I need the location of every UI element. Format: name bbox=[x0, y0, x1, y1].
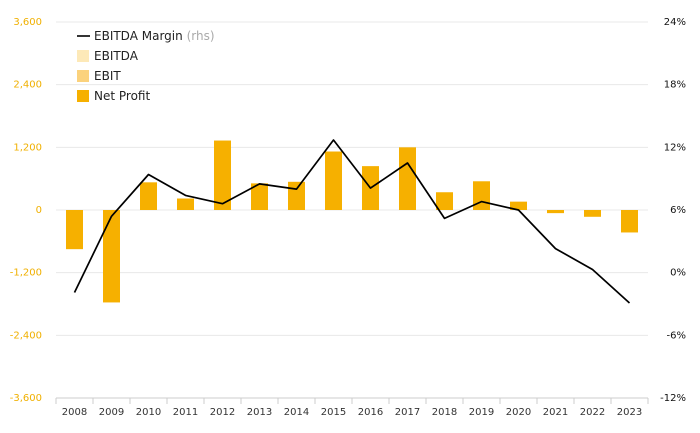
net-profit-bar[interactable] bbox=[510, 201, 527, 210]
right-axis: 24% 18% 12% 6% 0% -6% -12% bbox=[660, 17, 686, 404]
x-tick-label: 2011 bbox=[173, 407, 198, 418]
x-tick-label: 2020 bbox=[506, 407, 531, 418]
net-profit-bar[interactable] bbox=[66, 210, 83, 250]
x-tick-label: 2009 bbox=[99, 407, 124, 418]
right-tick-label: 12% bbox=[664, 142, 686, 153]
right-tick-label: 6% bbox=[670, 205, 686, 216]
left-tick-label: -2,400 bbox=[10, 330, 42, 341]
x-tick-label: 2012 bbox=[210, 407, 235, 418]
right-tick-label: -6% bbox=[667, 330, 686, 341]
net-profit-bar[interactable] bbox=[399, 147, 416, 210]
legend-item-ebitda-margin[interactable]: EBITDA Margin (rhs) bbox=[77, 29, 215, 43]
left-tick-label: 3,600 bbox=[13, 17, 42, 28]
legend: EBITDA Margin (rhs) EBITDA EBIT Net Prof… bbox=[77, 29, 215, 103]
x-tick-label: 2016 bbox=[358, 407, 383, 418]
x-tick-label: 2023 bbox=[617, 407, 642, 418]
net-profit-bar[interactable] bbox=[140, 182, 157, 210]
legend-item-ebitda[interactable]: EBITDA bbox=[77, 49, 139, 63]
x-tick-label: 2010 bbox=[136, 407, 161, 418]
left-tick-label: 2,400 bbox=[13, 80, 42, 91]
net-profit-bar[interactable] bbox=[621, 210, 638, 233]
net-profit-bars bbox=[66, 140, 638, 303]
legend-label-ebitda-margin: EBITDA Margin (rhs) bbox=[94, 29, 215, 43]
net-profit-bar[interactable] bbox=[251, 183, 268, 210]
net-profit-bar[interactable] bbox=[325, 151, 342, 210]
x-tick-label: 2022 bbox=[580, 407, 605, 418]
x-tick-label: 2015 bbox=[321, 407, 346, 418]
x-tick-label: 2008 bbox=[62, 407, 87, 418]
x-tick-label: 2021 bbox=[543, 407, 568, 418]
right-tick-label: 18% bbox=[664, 80, 686, 91]
net-profit-bar[interactable] bbox=[103, 210, 120, 303]
left-tick-label: 0 bbox=[36, 205, 42, 216]
legend-label-ebit: EBIT bbox=[94, 69, 121, 83]
net-profit-bar[interactable] bbox=[436, 192, 453, 210]
x-tick-label: 2017 bbox=[395, 407, 420, 418]
x-tick-label: 2013 bbox=[247, 407, 272, 418]
ebitda-margin-line-group bbox=[73, 139, 631, 304]
legend-label-net-profit: Net Profit bbox=[94, 89, 150, 103]
net-profit-bar[interactable] bbox=[547, 210, 564, 214]
left-tick-label: -3,600 bbox=[10, 393, 42, 404]
x-tick-label: 2019 bbox=[469, 407, 494, 418]
left-tick-label: 1,200 bbox=[13, 142, 42, 153]
x-tick-label: 2014 bbox=[284, 407, 309, 418]
legend-swatch-net-profit bbox=[77, 90, 89, 102]
legend-item-ebit[interactable]: EBIT bbox=[77, 69, 121, 83]
legend-item-net-profit[interactable]: Net Profit bbox=[77, 89, 150, 103]
net-profit-bar[interactable] bbox=[177, 198, 194, 210]
x-tick-label: 2018 bbox=[432, 407, 457, 418]
ebitda-margin-line[interactable] bbox=[73, 139, 631, 304]
left-tick-label: -1,200 bbox=[10, 268, 42, 279]
net-profit-bar[interactable] bbox=[214, 140, 231, 210]
left-axis: 3,600 2,400 1,200 0 -1,200 -2,400 -3,600 bbox=[10, 17, 42, 404]
right-tick-label: 24% bbox=[664, 17, 686, 28]
right-tick-label: 0% bbox=[670, 268, 686, 279]
net-profit-bar[interactable] bbox=[288, 181, 305, 210]
net-profit-bar[interactable] bbox=[473, 181, 490, 210]
legend-swatch-ebit bbox=[77, 70, 89, 82]
x-axis: 2008 2009 2010 2011 2012 2013 2014 2015 2016 2017… bbox=[55, 397, 649, 418]
legend-swatch-ebitda bbox=[77, 50, 89, 62]
legend-label-ebitda: EBITDA bbox=[94, 49, 139, 63]
right-tick-label: -12% bbox=[660, 393, 686, 404]
net-profit-bar[interactable] bbox=[584, 210, 601, 217]
